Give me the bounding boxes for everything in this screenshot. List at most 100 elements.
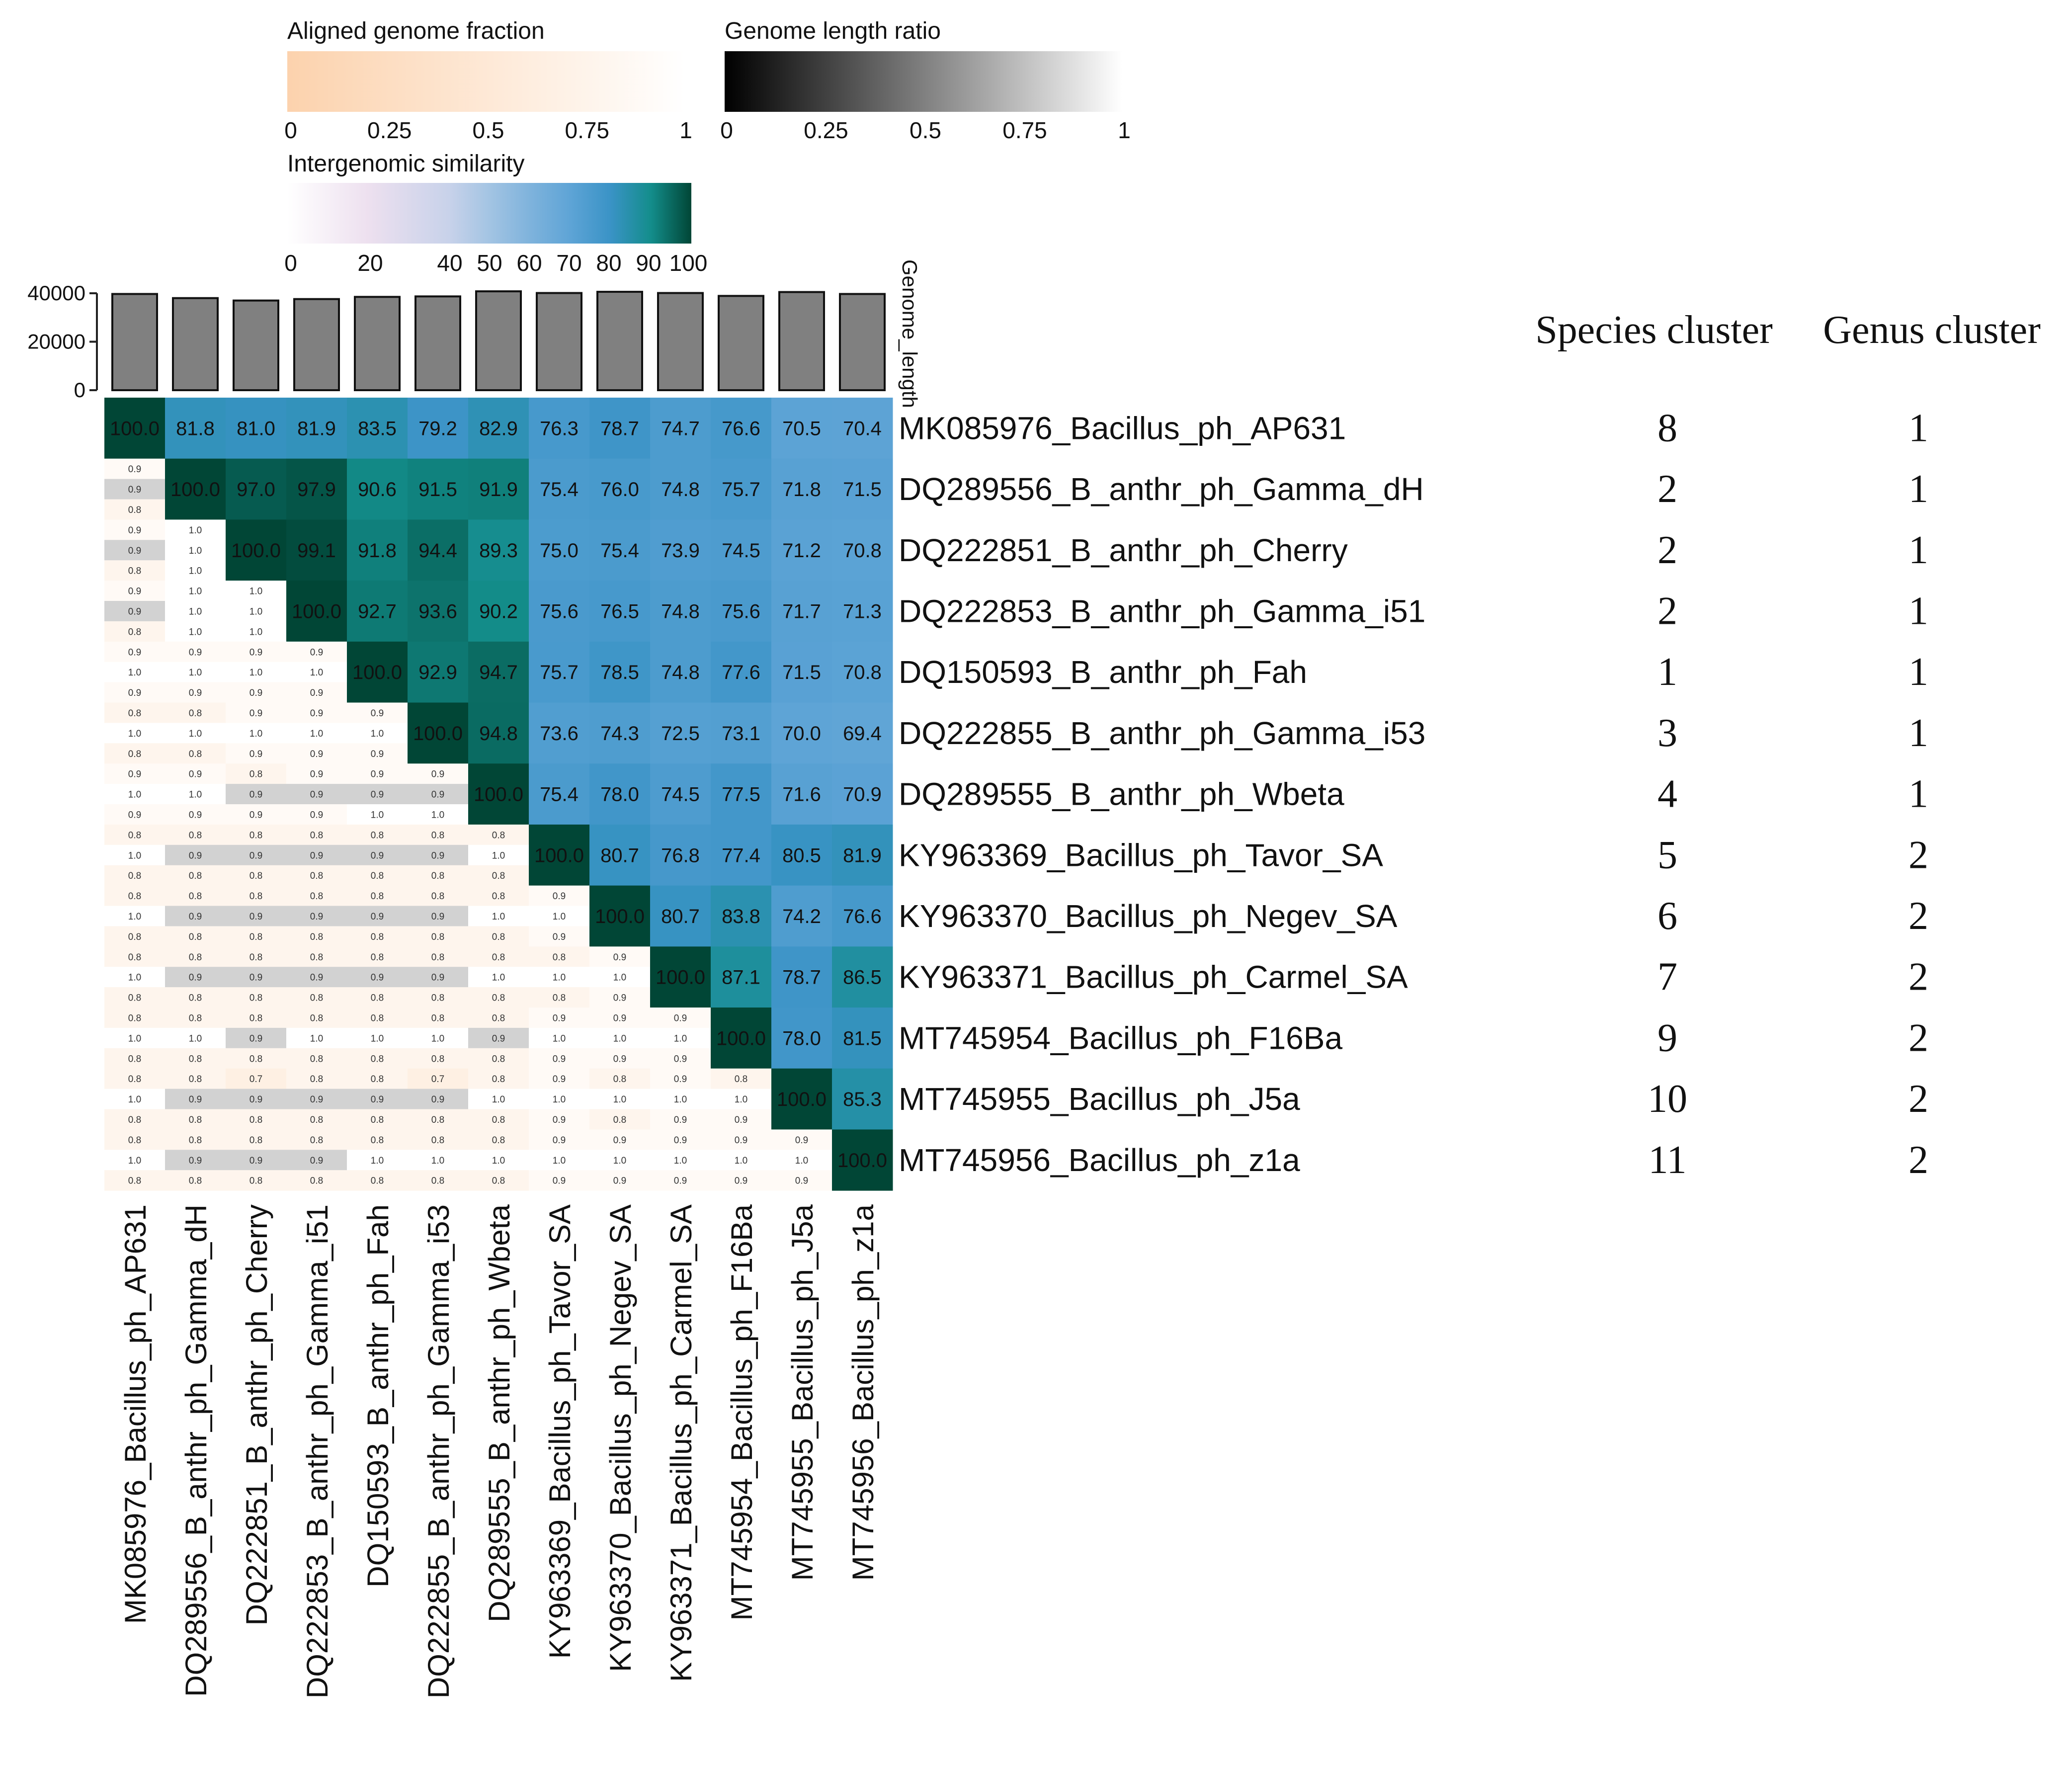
lower-subcell (408, 926, 469, 947)
lower-subcell (347, 1129, 408, 1150)
lower-subcell-value: 0.8 (492, 871, 505, 881)
legend-intergenomic-similarity: Intergenomic similarity 0 20 40 50 60 70 80 90 1… (284, 151, 707, 276)
legend-ratio-title: Genome length ratio (725, 18, 941, 44)
lower-subcell-value: 0.9 (371, 708, 384, 719)
lower-subcell (286, 662, 347, 683)
lower-subcell-value: 1.0 (249, 627, 262, 637)
similarity-value: 94.7 (479, 662, 518, 683)
lower-subcell (468, 844, 529, 866)
lower-subcell (104, 763, 166, 784)
lower-subcell-value: 0.9 (310, 647, 323, 658)
lower-subcell (286, 906, 347, 926)
lower-subcell-value: 0.9 (674, 1054, 687, 1064)
similarity-value: 72.5 (661, 723, 700, 745)
lower-subcell-value: 0.8 (310, 993, 323, 1004)
similarity-value: 78.7 (782, 967, 821, 989)
lower-subcell (408, 1150, 469, 1171)
similarity-cell (711, 1008, 772, 1069)
lower-subcell-value: 0.8 (613, 1074, 626, 1085)
lower-subcell (468, 946, 529, 967)
lower-subcell (650, 1089, 711, 1109)
lower-subcell (408, 1089, 469, 1109)
similarity-cell (650, 824, 711, 886)
lower-subcell-value: 0.8 (189, 871, 202, 881)
similarity-cell (832, 824, 893, 886)
lower-subcell-value: 0.8 (371, 1054, 384, 1064)
lower-subcell-value: 1.0 (189, 606, 202, 617)
row-labels: MK085976_Bacillus_ph_AP631 DQ289556_B_ant… (899, 410, 1425, 1178)
lower-subcell-value: 0.9 (371, 790, 384, 800)
lower-subcell (104, 743, 166, 764)
legend-tick: 0.25 (367, 117, 412, 143)
lower-subcell-value: 0.8 (431, 1176, 444, 1186)
legend-tick: 0.75 (565, 117, 609, 143)
row-label: DQ289555_B_anthr_ph_Wbeta (899, 776, 1344, 812)
legend-tick: 70 (556, 250, 581, 276)
similarity-cell (589, 398, 651, 459)
lower-subcell-value: 0.9 (249, 647, 262, 658)
lower-subcell (165, 743, 226, 764)
lower-subcell (408, 824, 469, 845)
genome-length-bar (718, 295, 764, 391)
lower-subcell (165, 702, 226, 723)
lower-subcell (468, 1068, 529, 1090)
lower-subcell (347, 723, 408, 744)
lower-subcell-value: 0.9 (189, 1094, 202, 1105)
genome-length-tick-label: 20000 (27, 330, 85, 353)
lower-subcell-value: 0.8 (128, 1054, 141, 1064)
lower-subcell (468, 1109, 529, 1130)
lower-subcell (347, 1089, 408, 1109)
similarity-value: 75.4 (600, 540, 639, 562)
lower-subcell-value: 0.9 (189, 688, 202, 698)
lower-subcell-value: 0.9 (431, 912, 444, 922)
lower-subcell-value: 1.0 (613, 1033, 626, 1044)
lower-subcell (165, 560, 226, 581)
lower-subcell-value: 0.9 (674, 1176, 687, 1186)
similarity-cell (529, 519, 590, 581)
lower-subcell-value: 0.8 (371, 952, 384, 963)
lower-subcell (529, 1068, 590, 1090)
similarity-value: 100.0 (595, 906, 645, 927)
lower-subcell (711, 1068, 772, 1090)
lower-subcell (165, 906, 226, 926)
similarity-value: 100.0 (352, 662, 402, 683)
similarity-value: 100.0 (231, 540, 281, 562)
lower-subcell-value: 0.9 (371, 769, 384, 780)
lower-subcell (226, 967, 287, 988)
legend-tick: 80 (596, 250, 621, 276)
similarity-cell (832, 581, 893, 642)
similarity-cell (286, 519, 347, 581)
lower-subcell (347, 824, 408, 845)
lower-subcell (165, 601, 226, 622)
lower-subcell-value: 1.0 (371, 729, 384, 739)
lower-subcell-value: 0.9 (249, 708, 262, 719)
lower-subcell (286, 824, 347, 845)
genome-length-bar (536, 292, 582, 392)
lower-subcell-value: 0.7 (431, 1074, 444, 1085)
lower-subcell (226, 844, 287, 866)
lower-subcell-value: 1.0 (431, 1156, 444, 1166)
similarity-value: 92.7 (358, 600, 397, 622)
lower-subcell-value: 0.8 (128, 708, 141, 719)
lower-subcell (589, 1089, 651, 1109)
similarity-cell (286, 458, 347, 520)
lower-subcell (226, 784, 287, 805)
lower-subcell-value: 0.9 (795, 1176, 808, 1186)
lower-subcell-value: 0.9 (735, 1176, 747, 1186)
lower-subcell (347, 967, 408, 988)
similarity-cell (650, 398, 711, 459)
column-label: DQ222853_B_anthr_ph_Gamma_i51 (301, 1204, 334, 1698)
similarity-cell (286, 581, 347, 642)
lower-subcell (589, 987, 651, 1008)
lower-subcell-value: 0.9 (310, 973, 323, 983)
lower-subcell (589, 1109, 651, 1130)
lower-subcell-value: 0.9 (189, 912, 202, 922)
lower-subcell (347, 1008, 408, 1028)
lower-subcell-value: 0.8 (128, 871, 141, 881)
lower-subcell (104, 601, 166, 622)
lower-subcell (104, 967, 166, 988)
lower-subcell-value: 0.9 (128, 647, 141, 658)
similarity-cell (711, 581, 772, 642)
cluster-table: Species cluster Genus cluster 8 12 12 12 11 1… (1535, 308, 2041, 1182)
lower-subcell-value: 0.8 (128, 932, 141, 942)
